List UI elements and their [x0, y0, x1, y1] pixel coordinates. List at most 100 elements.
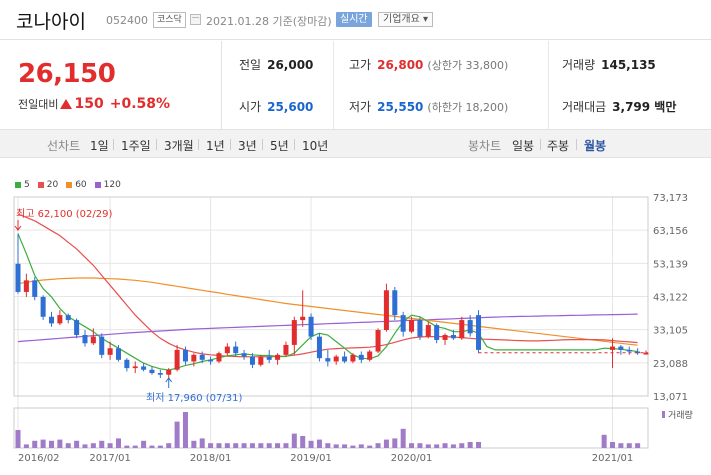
candle — [157, 369, 163, 379]
volume-bar — [258, 443, 264, 448]
candle — [99, 333, 105, 359]
candle-body — [48, 316, 55, 324]
stat-label: 고가 — [349, 58, 372, 72]
candle-body — [57, 315, 63, 324]
candle-body — [174, 349, 180, 370]
candle-body — [409, 320, 415, 332]
y-tick-label: 53,139 — [653, 259, 688, 270]
candle — [342, 351, 348, 364]
candlestick-chart[interactable]: 73,173 63,156 53,139 43,122 33,105 23,088 13,0… — [0, 160, 711, 475]
company-overview-dropdown[interactable]: 기업개요 ▾ — [378, 12, 433, 27]
ma20-swatch — [37, 182, 44, 188]
candle-body — [157, 373, 163, 375]
separator — [576, 139, 577, 150]
high-annotation: 최고 62,100 (02/29) — [16, 208, 112, 220]
x-tick-label: 2017/01 — [89, 453, 131, 464]
date-text: 2021.01.28 기준(장마감) — [206, 15, 332, 28]
candle-body — [224, 346, 230, 354]
volume-bar — [300, 436, 306, 448]
candle — [199, 351, 205, 364]
volume-bar — [375, 443, 381, 448]
volume-bar — [141, 440, 147, 448]
candle-chart-label: 봉차트 — [468, 139, 502, 153]
realtime-button[interactable]: 실시간 — [336, 12, 372, 27]
volume-bar — [40, 439, 46, 448]
current-price: 26,150 — [18, 59, 116, 89]
period-1d[interactable]: 1일 — [90, 139, 109, 153]
candle — [325, 349, 331, 367]
candle — [333, 354, 339, 365]
candle-monthly[interactable]: 월봉 — [584, 139, 607, 153]
company-name[interactable]: 코나아이 — [16, 11, 86, 33]
volume-bar — [23, 444, 29, 448]
candle — [367, 349, 373, 362]
volume-bar — [333, 444, 339, 448]
volume-bar — [107, 443, 113, 448]
high-arrow-icon — [14, 220, 22, 231]
candle-body — [434, 325, 440, 340]
volume-bar — [308, 440, 314, 448]
candle-body — [367, 351, 373, 360]
candle-body — [635, 351, 641, 354]
stock-code: 052400 — [106, 14, 148, 27]
volume-bar — [476, 442, 482, 448]
period-1y[interactable]: 1년 — [206, 139, 225, 153]
stat-value: 26,000 — [267, 58, 314, 72]
candle-body — [283, 344, 289, 355]
low-arrow-icon — [165, 377, 173, 388]
candle-body — [199, 354, 205, 360]
volume-bar — [266, 443, 272, 448]
candle — [275, 353, 281, 365]
volume-bar — [157, 445, 163, 448]
candle-body — [375, 330, 381, 352]
ma60-swatch — [66, 182, 73, 188]
period-1w[interactable]: 1주일 — [121, 139, 151, 153]
candle-body — [241, 353, 247, 357]
stock-header: 코나아이 052400 코스닥 2021.01.28 기준(장마감) 실시간 기… — [0, 0, 711, 40]
volume-bar — [342, 444, 348, 448]
volume-bar — [166, 443, 172, 448]
y-tick-label: 43,122 — [653, 293, 688, 304]
candle-body — [275, 354, 281, 360]
volume-bar — [325, 443, 331, 448]
volume-bar — [124, 445, 130, 448]
stat-value: 26,800 — [377, 58, 424, 72]
plot-frame — [13, 196, 649, 397]
candle-body — [191, 354, 197, 362]
calendar-icon — [190, 14, 201, 25]
period-5y[interactable]: 5년 — [270, 139, 289, 153]
candle — [626, 346, 632, 355]
period-10y[interactable]: 10년 — [302, 139, 329, 153]
candle-body — [383, 290, 389, 331]
stat-low: 저가 25,550 (하한가 18,200) — [349, 98, 508, 115]
volume-bar — [425, 444, 431, 448]
candle-body — [467, 320, 473, 334]
candle-weekly[interactable]: 주봉 — [547, 139, 570, 153]
candle-body — [182, 349, 188, 362]
candle — [316, 333, 322, 362]
candle-body — [233, 346, 239, 354]
candle — [249, 353, 255, 369]
x-tick-label: 2019/01 — [290, 453, 332, 464]
candle — [74, 318, 80, 339]
y-tick-label: 23,088 — [653, 359, 688, 370]
volume-bar — [32, 440, 38, 448]
candle-body — [417, 320, 423, 337]
stats-divider — [333, 41, 334, 129]
period-3m[interactable]: 3개월 — [164, 139, 194, 153]
volume-bar — [48, 440, 55, 448]
candle-body — [82, 334, 88, 344]
candle — [400, 311, 406, 337]
change-value: 150 — [74, 96, 104, 112]
separator — [230, 139, 231, 150]
period-3y[interactable]: 3년 — [238, 139, 257, 153]
candle-body — [342, 356, 348, 362]
candle — [174, 344, 180, 372]
separator — [156, 139, 157, 150]
candle-body — [476, 315, 482, 350]
candle — [141, 363, 147, 372]
candle-daily[interactable]: 일봉 — [512, 139, 535, 153]
candle-body — [166, 369, 172, 375]
volume-bar — [74, 440, 80, 448]
volume-bar — [216, 443, 222, 448]
